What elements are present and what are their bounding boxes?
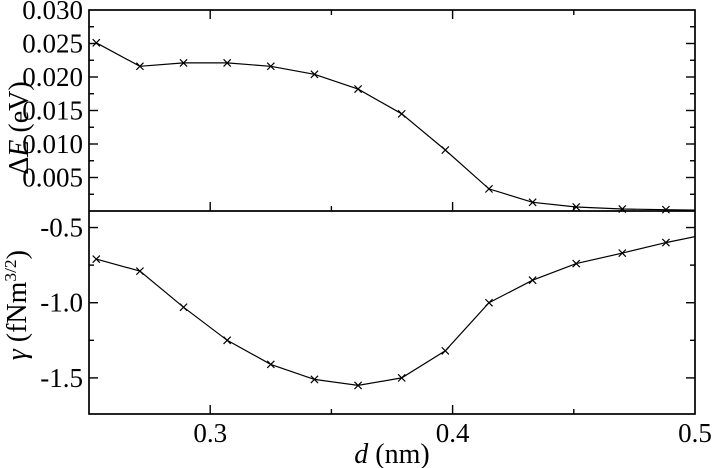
top-panel-series [92, 38, 695, 214]
y-tick-label: 0.020 [22, 62, 83, 92]
data-marker [397, 109, 406, 118]
delta-symbol: Δ [4, 156, 35, 175]
data-marker [354, 381, 363, 390]
x-tick-label: 0.4 [436, 418, 470, 448]
data-marker [223, 58, 232, 67]
x-variable: d [354, 439, 369, 468]
data-marker [310, 375, 319, 384]
gamma-symbol: γ [2, 349, 34, 361]
x-units: (nm) [368, 439, 430, 468]
data-marker [661, 205, 670, 214]
data-marker [572, 259, 581, 268]
data-marker [266, 360, 275, 369]
bottom-panel-series [92, 235, 695, 390]
data-marker [92, 255, 101, 264]
data-marker [618, 249, 627, 258]
data-marker [310, 70, 319, 79]
data-marker [397, 373, 406, 382]
y-bottom-units: (fNm [2, 281, 34, 350]
y-bottom-units-close: ) [2, 250, 34, 260]
y-tick-label: 0.025 [22, 29, 83, 59]
data-marker [354, 85, 363, 94]
y-tick-label: -1.5 [40, 363, 83, 393]
y-top-units: (eV) [4, 81, 35, 140]
data-marker [441, 346, 450, 355]
data-marker [179, 303, 188, 312]
data-marker [484, 298, 493, 307]
y-tick-label: 0.010 [22, 129, 83, 159]
data-marker [92, 38, 101, 47]
y-tick-label: 0.030 [22, 0, 83, 25]
data-marker [528, 276, 537, 285]
data-marker [484, 184, 493, 193]
x-tick-label: 0.5 [678, 418, 712, 448]
x-tick-label: 0.3 [193, 418, 227, 448]
y-tick-label: -1.0 [40, 288, 83, 318]
data-marker [135, 267, 144, 276]
data-marker [223, 336, 232, 345]
y-tick-label: 0.015 [22, 96, 83, 126]
y-axis-label-bottom: γ (fNm3/2) [0, 195, 34, 415]
y-top-variable: E [4, 139, 35, 157]
y-tick-label: 0.005 [22, 163, 83, 193]
data-marker [179, 58, 188, 67]
y-bottom-exponent: 3/2 [0, 259, 20, 282]
data-marker [266, 62, 275, 71]
plot-frame [88, 9, 696, 415]
data-marker [528, 198, 537, 207]
frame-box [88, 9, 696, 415]
data-marker [572, 202, 581, 212]
x-axis-label: d (nm) [292, 441, 492, 468]
data-marker [135, 62, 144, 71]
y-tick-label: -0.5 [40, 213, 83, 243]
data-marker [441, 146, 450, 155]
data-marker [661, 238, 670, 247]
